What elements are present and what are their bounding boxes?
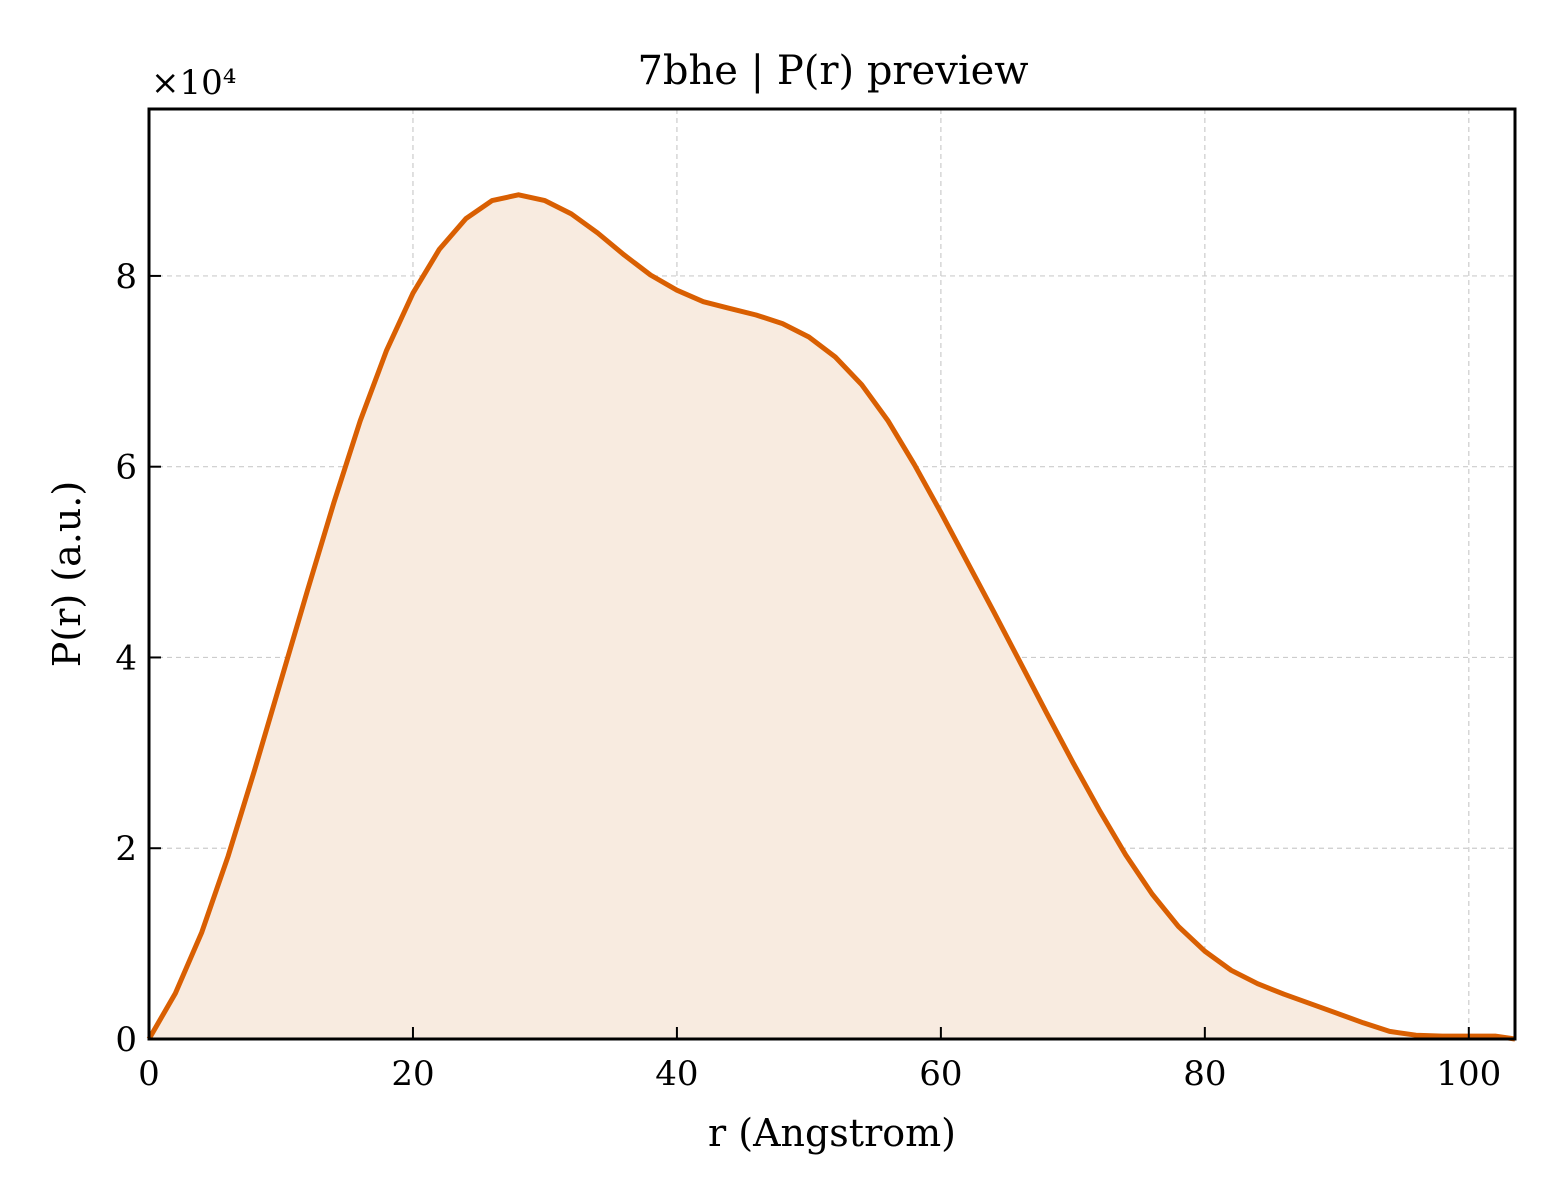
y-tick-label: 8: [115, 257, 137, 297]
y-tick-label: 2: [115, 829, 137, 869]
x-tick-label: 40: [655, 1054, 698, 1094]
plot-frame: [147, 107, 1517, 1041]
y-tick-label: 6: [115, 448, 137, 488]
x-tick-label: 0: [138, 1054, 160, 1094]
x-tick-label: 20: [391, 1054, 434, 1094]
series-line: [146, 192, 1516, 1042]
x-tick-label: 80: [1183, 1054, 1226, 1094]
y-tick-label: 0: [115, 1020, 137, 1060]
y-axis-label: P(r) (a.u.): [45, 481, 89, 667]
x-tick-label: 60: [919, 1054, 962, 1094]
x-tick-label: 100: [1436, 1054, 1501, 1094]
x-axis-label: r (Angstrom): [708, 1111, 956, 1155]
chart-title: 7bhe | P(r) preview: [637, 48, 1028, 94]
area-fill: [149, 194, 1515, 1040]
y-tick-label: 4: [115, 638, 137, 678]
y-axis-multiplier: ×10⁴: [151, 63, 236, 103]
